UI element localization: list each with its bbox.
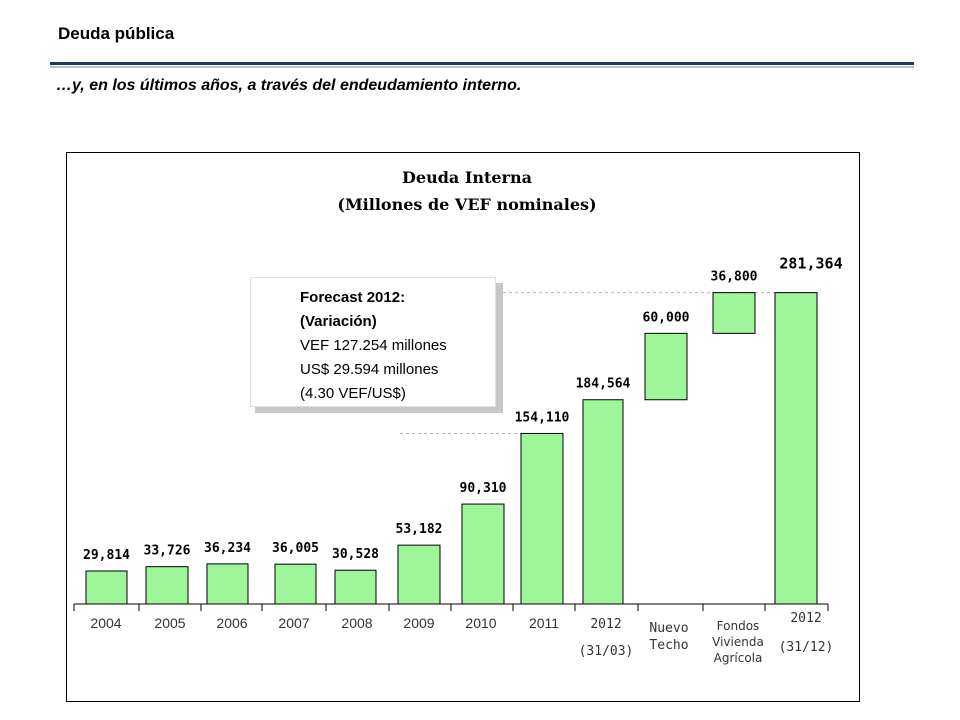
data-label: 33,726 [144, 544, 191, 559]
bar [85, 570, 128, 605]
callout-heading: Forecast 2012: [300, 289, 406, 306]
title-divider [50, 62, 914, 65]
bar [582, 399, 624, 605]
slide-title: Deuda pública [58, 24, 175, 43]
data-label: 60,000 [643, 310, 690, 325]
x-tick-label-line: Agrícola [714, 651, 763, 665]
forecast-callout [250, 277, 496, 407]
chart-frame [66, 152, 860, 702]
bar [712, 292, 756, 334]
x-tick-label-line: Fondos [717, 619, 760, 633]
callout-vef-amount: VEF 127.254 millones [300, 337, 447, 354]
data-label: 30,528 [332, 547, 379, 562]
data-label: 90,310 [460, 481, 507, 496]
title-divider-shadow [50, 66, 914, 68]
bar [145, 566, 189, 605]
bar [206, 563, 249, 605]
callout-usd-amount: US$ 29.594 millones [300, 361, 439, 378]
data-label: 53,182 [396, 522, 443, 537]
x-tick-label-line: Techo [649, 638, 688, 653]
data-label: 154,110 [515, 410, 570, 425]
x-tick-label: 2009 [403, 615, 434, 631]
x-tick-label-line: Nuevo [649, 621, 688, 636]
x-tick-label: 2006 [216, 615, 247, 631]
bar [334, 569, 377, 605]
data-label: 184,564 [576, 377, 631, 392]
data-label: 36,800 [711, 270, 758, 285]
callout-variation-label: (Variación) [300, 313, 377, 330]
callout-exchange-rate: (4.30 VEF/US$) [300, 385, 406, 402]
x-tick-label: 2004 [90, 615, 121, 631]
x-tick-label: 2010 [465, 615, 496, 631]
bar [274, 563, 317, 605]
bar [520, 432, 564, 605]
x-tick-label-line: (31/12) [779, 640, 834, 655]
x-tick-label: 2011 [529, 615, 559, 631]
bar [774, 292, 818, 605]
slide-subtitle: …y, en los últimos años, a través del en… [56, 77, 522, 94]
bar [461, 503, 505, 605]
data-label: 36,234 [204, 541, 251, 556]
data-label: 281,364 [779, 255, 842, 273]
data-label: 29,814 [83, 548, 130, 563]
x-tick-label-line: Vivienda [712, 635, 764, 649]
x-tick-label-line: 2012 [590, 617, 621, 632]
chart-title: Deuda Interna [402, 168, 532, 187]
x-tick-label: 2005 [154, 615, 185, 631]
bar [397, 544, 441, 605]
bar [644, 332, 688, 401]
x-tick-label: 2007 [278, 615, 309, 631]
chart-subtitle: (Millones de VEF nominales) [337, 195, 596, 214]
x-tick-label-line: (31/03) [579, 644, 634, 659]
x-tick-label-line: 2012 [790, 611, 821, 626]
x-tick-label: 2008 [341, 615, 372, 631]
data-label: 36,005 [272, 541, 319, 556]
